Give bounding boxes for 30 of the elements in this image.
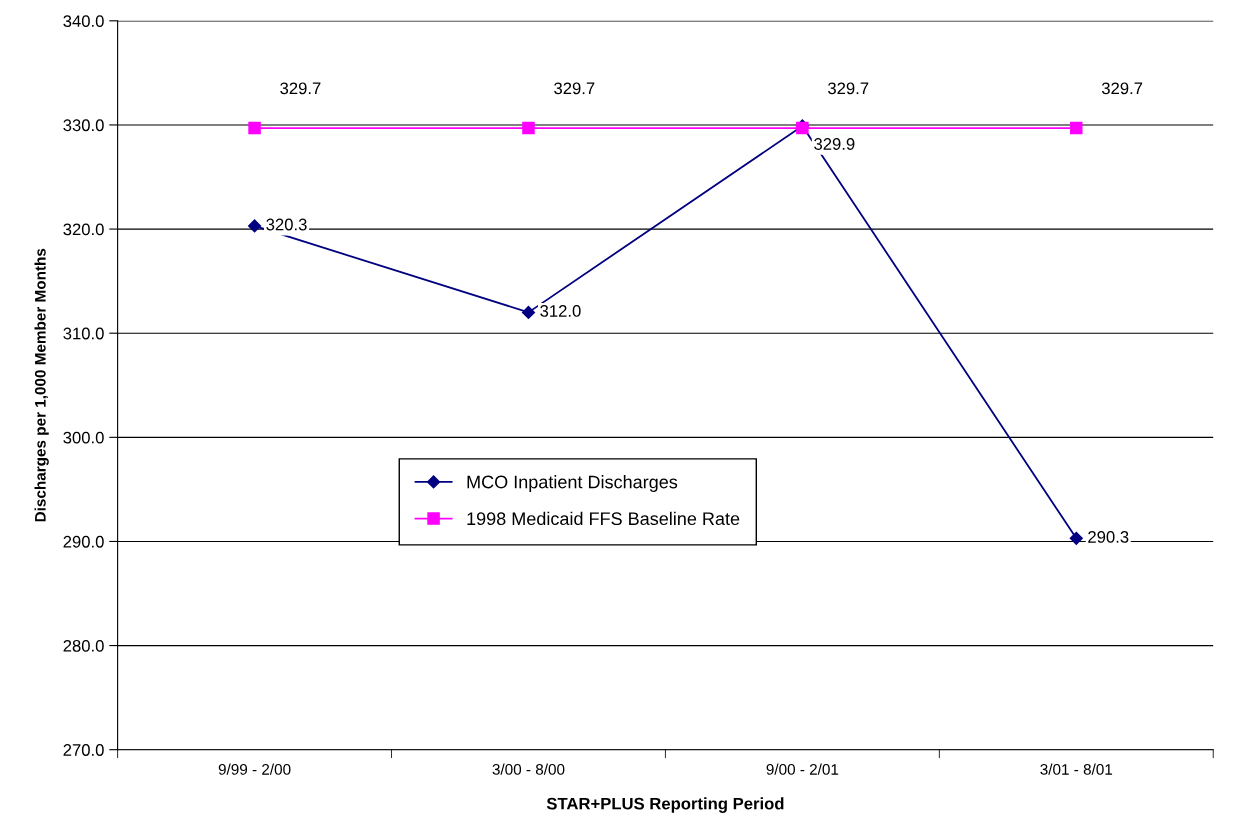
x-tick-label: 3/01 - 8/01 [1040, 763, 1113, 775]
data-label: 290.3 [1088, 531, 1129, 543]
legend-label: MCO Inpatient Discharges [467, 475, 678, 492]
data-label: 329.7 [828, 82, 869, 95]
data-label: 320.3 [266, 218, 307, 231]
x-tick-label: 9/99 - 2/00 [218, 763, 291, 775]
x-tick-label: 9/00 - 2/01 [766, 763, 839, 775]
data-label: 329.7 [1101, 82, 1143, 95]
x-axis-title: STAR+PLUS Reporting Period [546, 797, 784, 813]
x-tick-label: 3/00 - 8/00 [492, 763, 565, 775]
y-tick-label: 300.0 [63, 431, 104, 444]
y-tick-label: 340.0 [63, 15, 104, 28]
y-axis-title: Discharges per 1,000 Member Months [34, 248, 49, 522]
y-tick-label: 330.0 [63, 119, 104, 132]
point [248, 121, 261, 135]
point [247, 219, 262, 233]
data-label: 329.7 [280, 82, 321, 95]
y-tick-label: 320.0 [63, 223, 104, 236]
point [521, 305, 536, 319]
data-label: 329.9 [814, 138, 855, 150]
point [1069, 531, 1083, 545]
point [1070, 121, 1083, 135]
y-tick-label: 280.0 [63, 639, 104, 652]
data-label: 329.7 [554, 82, 595, 95]
point [522, 121, 535, 135]
data-label: 312.0 [540, 305, 581, 317]
legend-label: 1998 Medicaid FFS Baseline Rate [467, 511, 740, 526]
y-tick-label: 270.0 [63, 744, 104, 756]
y-tick-label: 290.0 [63, 535, 104, 548]
y-tick-label: 310.0 [63, 327, 104, 340]
